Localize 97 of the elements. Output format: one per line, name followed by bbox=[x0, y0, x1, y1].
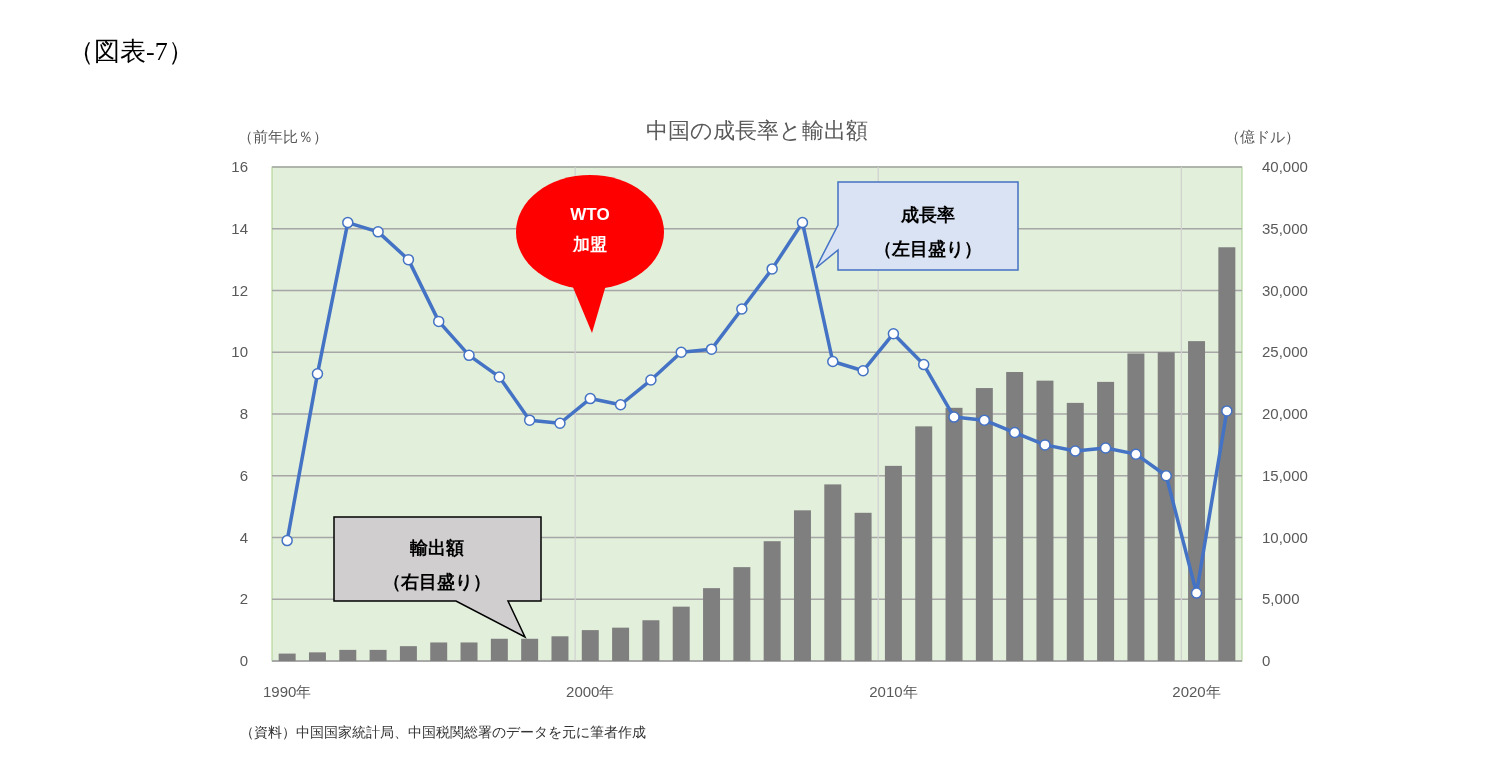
y2-tick-label: 20,000 bbox=[1262, 405, 1308, 422]
bar bbox=[1157, 352, 1175, 661]
point bbox=[372, 226, 384, 238]
point bbox=[796, 216, 809, 229]
bar bbox=[460, 642, 478, 661]
y-tick-label: 10 bbox=[231, 343, 248, 361]
point bbox=[432, 315, 445, 328]
point bbox=[675, 346, 687, 358]
point bbox=[493, 371, 506, 383]
annotation: 成長率 bbox=[900, 205, 955, 225]
annotation: （右目盛り） bbox=[383, 572, 491, 592]
point bbox=[614, 398, 627, 411]
point bbox=[766, 263, 778, 275]
point bbox=[1039, 439, 1051, 451]
point bbox=[1008, 426, 1021, 439]
y-axis-title: （前年比％） bbox=[238, 128, 328, 145]
bar bbox=[1097, 381, 1115, 661]
y2-tick-label: 15,000 bbox=[1262, 466, 1308, 484]
chart-title: 中国の成長率と輸出額 bbox=[646, 118, 868, 143]
y2-tick-label: 5,000 bbox=[1262, 590, 1300, 608]
bar bbox=[430, 642, 448, 661]
bar bbox=[854, 512, 872, 661]
bar bbox=[672, 606, 690, 661]
y-tick-label: 0 bbox=[239, 652, 248, 669]
point bbox=[917, 358, 930, 371]
point bbox=[1190, 587, 1203, 599]
y-tick-label: 6 bbox=[239, 466, 248, 484]
point bbox=[281, 534, 293, 547]
bar bbox=[642, 620, 660, 661]
annotation: （左目盛り） bbox=[874, 239, 982, 259]
y-tick-label: 2 bbox=[239, 590, 248, 608]
point bbox=[402, 253, 415, 266]
y2-tick-label: 30,000 bbox=[1262, 281, 1308, 299]
point bbox=[463, 349, 475, 362]
text: （資料）中国国家統計局、中国税関総署のデータを元に筆者作成 bbox=[240, 724, 646, 740]
bar bbox=[339, 649, 357, 661]
bar bbox=[551, 636, 569, 661]
bar bbox=[612, 627, 630, 661]
bar bbox=[733, 567, 751, 661]
point bbox=[1099, 442, 1112, 454]
bar bbox=[1006, 372, 1024, 661]
bar bbox=[763, 541, 781, 661]
annotation: 加盟 bbox=[572, 235, 607, 254]
bar bbox=[884, 465, 902, 661]
bar bbox=[581, 630, 599, 661]
bar bbox=[975, 388, 993, 661]
annotation: WTO bbox=[570, 205, 610, 224]
text: （図表-7） bbox=[68, 37, 194, 66]
bar bbox=[278, 653, 296, 661]
point bbox=[1160, 470, 1172, 482]
y-tick-label: 8 bbox=[239, 405, 248, 422]
y2-tick-label: 40,000 bbox=[1262, 158, 1308, 175]
point bbox=[887, 327, 900, 340]
bar bbox=[1066, 402, 1084, 661]
y-tick-label: 12 bbox=[231, 281, 248, 299]
point bbox=[948, 411, 960, 423]
bar bbox=[793, 510, 811, 661]
bar bbox=[308, 652, 326, 661]
y2-axis-title: （億ドル） bbox=[1224, 128, 1300, 145]
point bbox=[584, 392, 597, 405]
y-tick-label: 14 bbox=[231, 219, 248, 237]
bar bbox=[369, 649, 387, 661]
point bbox=[1130, 448, 1142, 460]
x-tick-label: 2000年 bbox=[566, 683, 615, 700]
y-tick-label: 4 bbox=[239, 528, 248, 546]
point bbox=[978, 414, 991, 426]
point bbox=[645, 374, 657, 386]
point bbox=[705, 343, 718, 355]
bar bbox=[521, 638, 539, 661]
bar bbox=[399, 646, 417, 661]
x-tick-label: 2010年 bbox=[869, 683, 918, 700]
bar bbox=[1036, 380, 1054, 661]
point bbox=[857, 365, 869, 377]
x-tick-label: 1990年 bbox=[262, 683, 312, 700]
bar bbox=[945, 407, 963, 661]
point bbox=[554, 417, 566, 430]
point bbox=[1221, 405, 1233, 417]
point bbox=[342, 216, 354, 229]
x-tick-label: 2020年 bbox=[1172, 683, 1221, 700]
y2-tick-label: 10,000 bbox=[1262, 528, 1308, 546]
y2-tick-label: 0 bbox=[1262, 652, 1271, 669]
annotation: 輸出額 bbox=[409, 538, 464, 558]
bar bbox=[703, 588, 721, 661]
point bbox=[736, 303, 748, 315]
bar bbox=[1188, 341, 1206, 661]
bar bbox=[915, 426, 933, 661]
point bbox=[523, 414, 536, 426]
bar bbox=[1127, 353, 1145, 661]
y2-tick-label: 25,000 bbox=[1262, 343, 1308, 361]
bar bbox=[1218, 247, 1236, 661]
point bbox=[311, 368, 324, 380]
bar bbox=[824, 484, 842, 661]
y2-tick-label: 35,000 bbox=[1262, 219, 1308, 237]
bar bbox=[490, 638, 508, 661]
point bbox=[1069, 445, 1082, 457]
point bbox=[827, 355, 839, 368]
y-tick-label: 16 bbox=[231, 158, 248, 175]
